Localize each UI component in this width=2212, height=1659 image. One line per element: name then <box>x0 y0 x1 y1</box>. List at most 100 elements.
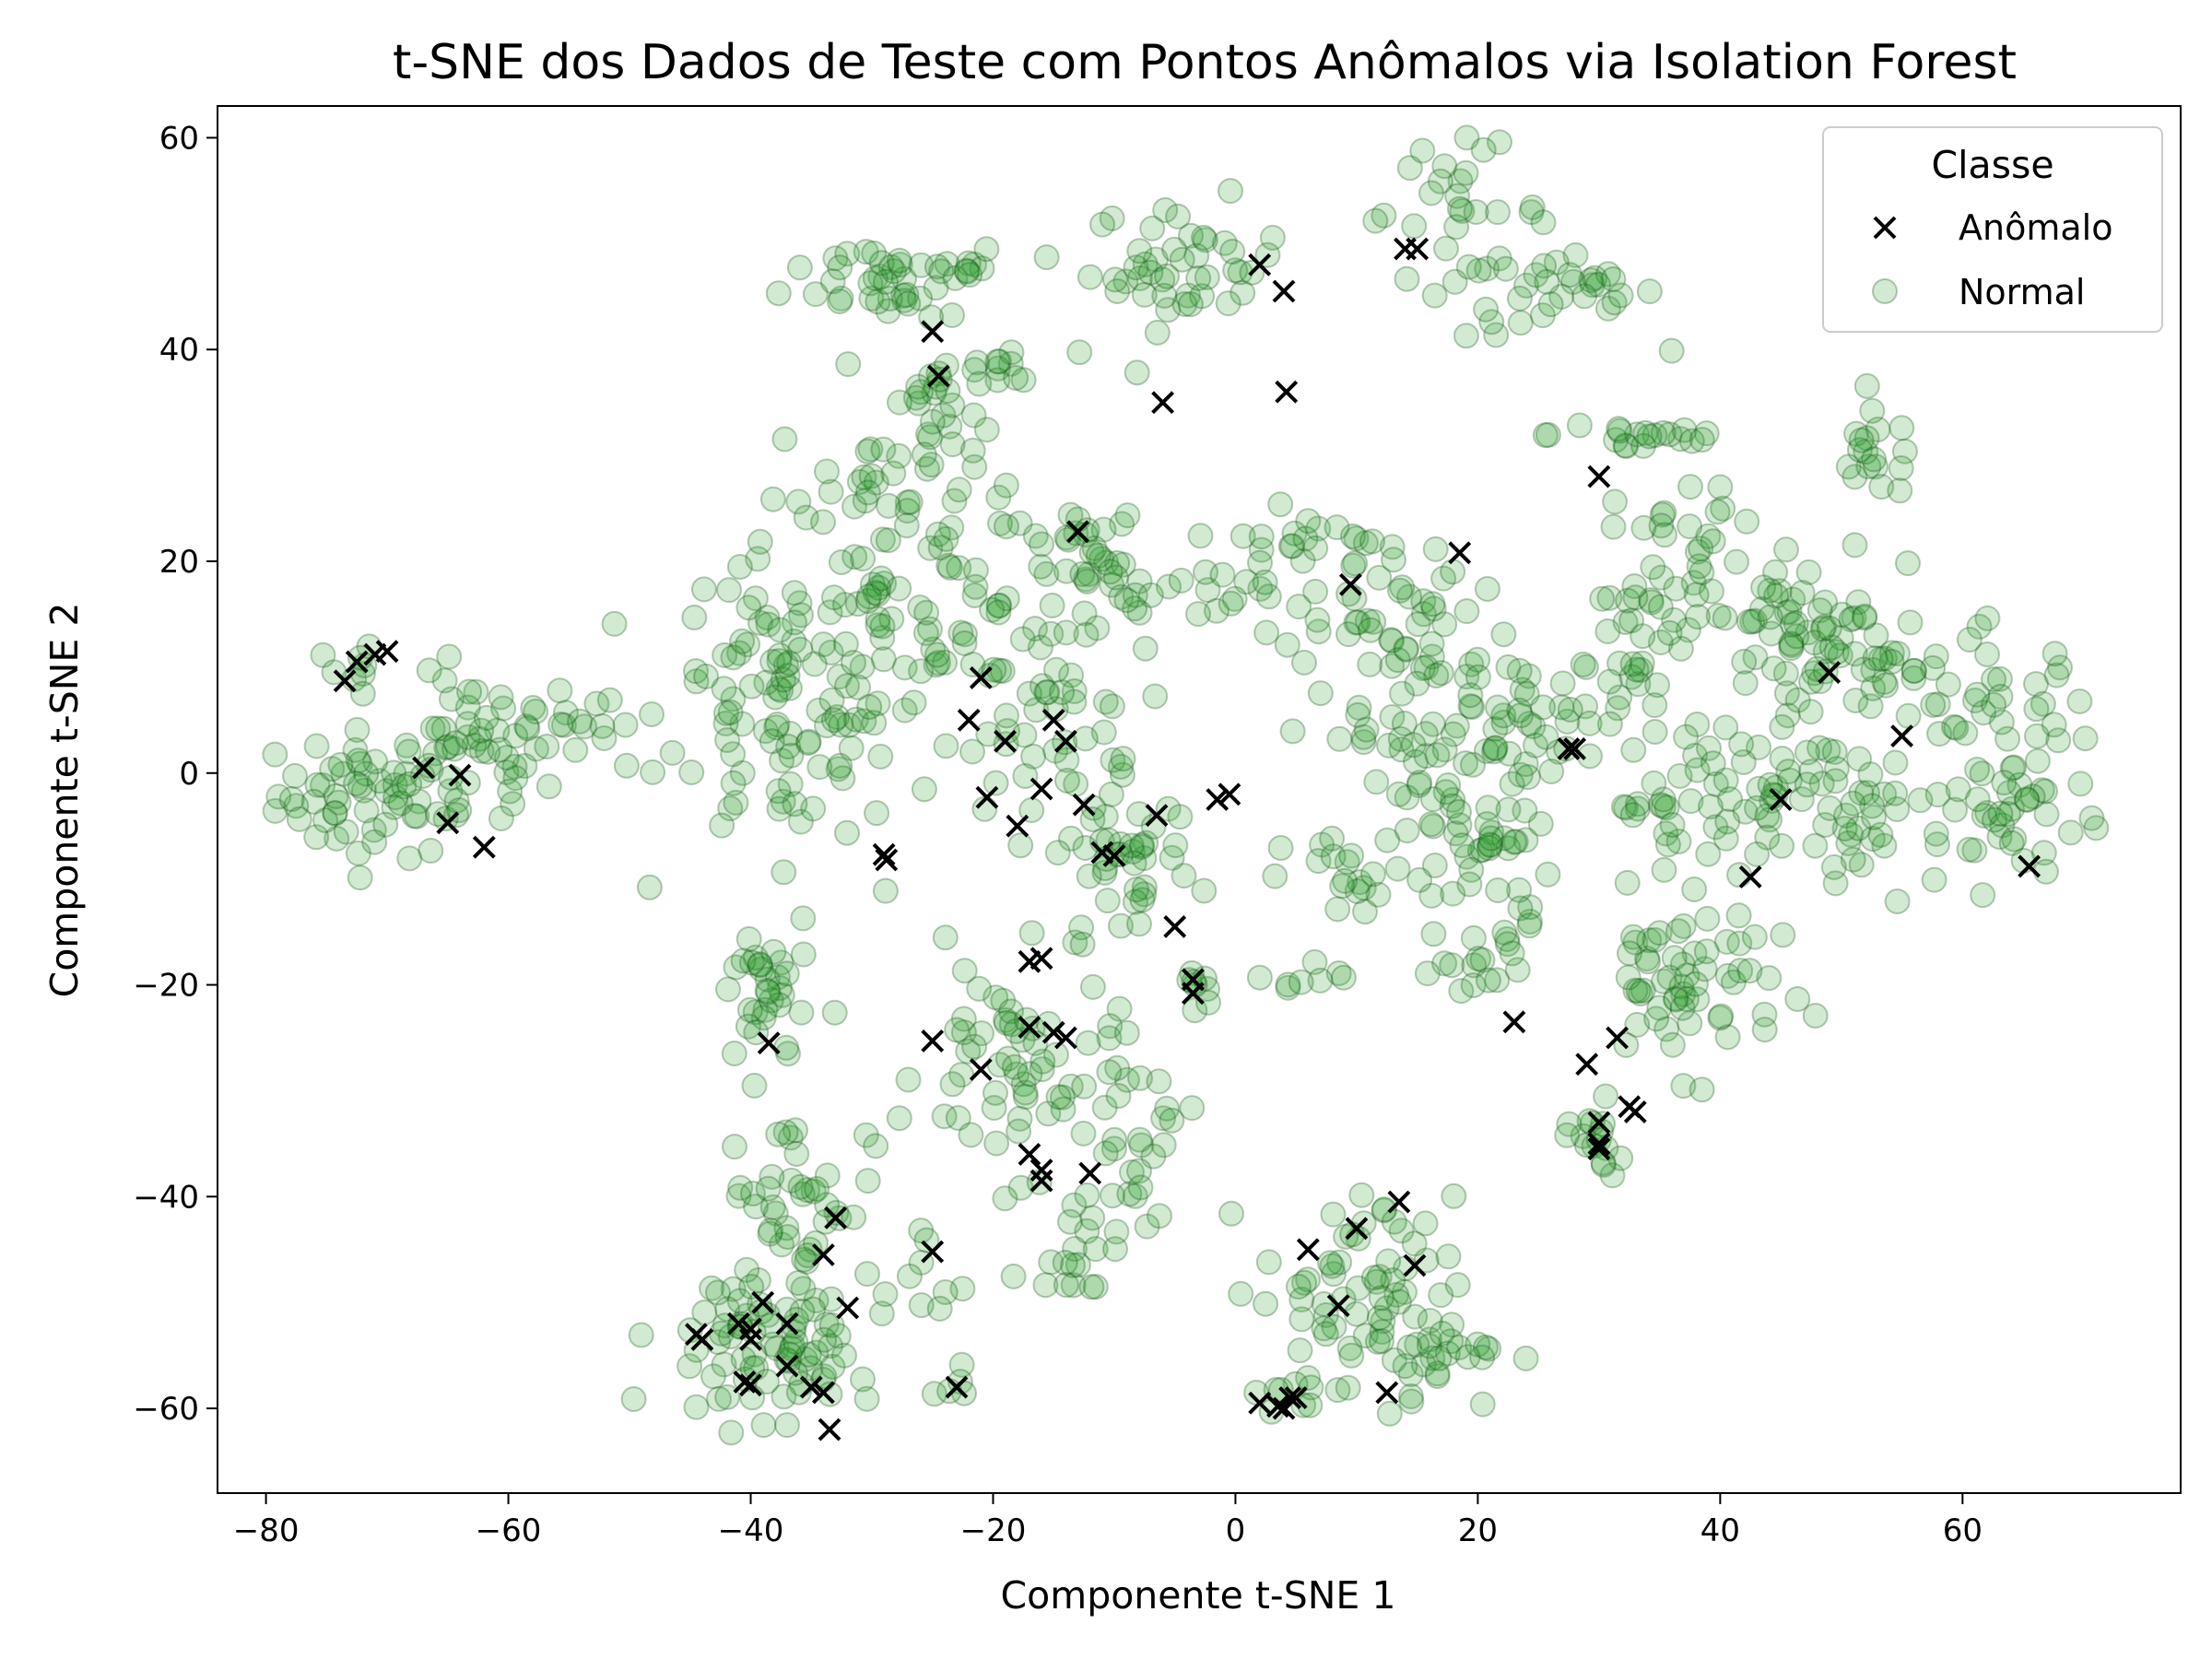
normal-point <box>1783 623 1810 650</box>
normal-point <box>1459 694 1486 721</box>
normal-point <box>891 654 918 681</box>
normal-point <box>1125 801 1152 828</box>
normal-point <box>1151 282 1178 309</box>
normal-point <box>908 1292 935 1319</box>
normal-point <box>774 1224 801 1250</box>
normal-point <box>1794 739 1820 766</box>
normal-point <box>2072 725 2099 752</box>
normal-point <box>1379 628 1406 654</box>
normal-point <box>1096 1059 1123 1086</box>
normal-point <box>1656 421 1683 448</box>
normal-point <box>387 790 414 817</box>
normal-point <box>1072 835 1099 861</box>
normal-point <box>1863 622 1889 649</box>
normal-point <box>769 982 795 1008</box>
normal-point <box>1684 712 1711 737</box>
normal-point <box>865 574 892 601</box>
normal-point <box>924 253 950 280</box>
normal-point <box>1320 843 1347 870</box>
normal-point <box>1654 831 1681 858</box>
normal-point <box>1641 770 1667 796</box>
normal-point <box>1652 522 1677 548</box>
normal-point <box>262 797 288 824</box>
normal-point <box>759 1194 786 1220</box>
normal-point <box>1659 1031 1686 1058</box>
anomaly-point <box>375 640 399 664</box>
normal-point <box>1884 888 1911 914</box>
normal-point <box>1982 806 2007 833</box>
normal-point <box>1233 569 1260 595</box>
normal-point <box>373 778 400 805</box>
normal-point <box>1670 1073 1697 1100</box>
normal-point <box>381 759 407 786</box>
normal-point <box>1065 1252 1091 1278</box>
normal-point <box>983 1130 1010 1157</box>
normal-point <box>1275 974 1301 1001</box>
normal-point <box>345 747 371 774</box>
normal-point <box>1478 309 1505 335</box>
normal-point <box>1994 801 2021 828</box>
normal-point <box>1353 716 1380 743</box>
normal-point <box>834 241 861 267</box>
normal-point <box>1183 242 1210 269</box>
normal-point <box>1397 1383 1424 1409</box>
x-axis-label: Componente t-SNE 1 <box>1001 1573 1396 1618</box>
normal-point <box>416 657 442 684</box>
normal-point <box>1665 829 1692 854</box>
normal-point <box>1417 1326 1442 1353</box>
normal-point <box>1410 588 1437 615</box>
normal-point <box>438 686 465 712</box>
normal-point <box>1191 224 1218 251</box>
normal-point <box>844 591 871 618</box>
normal-point <box>1448 978 1475 1005</box>
normal-point <box>1519 194 1546 220</box>
normal-point <box>865 690 891 717</box>
normal-point <box>1596 668 1623 695</box>
normal-point <box>1683 971 1709 997</box>
normal-point <box>1143 246 1169 273</box>
normal-point <box>1636 278 1663 305</box>
normal-point <box>1647 629 1674 655</box>
normal-point <box>800 1178 827 1205</box>
normal-point <box>717 699 744 725</box>
normal-point <box>639 701 665 727</box>
normal-point <box>1725 902 1752 929</box>
normal-point <box>1458 651 1485 677</box>
normal-point <box>1101 1126 1128 1153</box>
normal-point <box>1570 652 1596 677</box>
normal-point <box>861 240 888 266</box>
legend-normal-marker <box>1872 278 1898 304</box>
normal-point <box>1357 617 1383 643</box>
normal-point <box>869 625 896 651</box>
normal-point <box>1465 1331 1491 1358</box>
normal-point <box>1122 595 1148 622</box>
normal-point <box>1620 736 1647 763</box>
normal-point <box>303 733 330 759</box>
normal-point <box>1335 621 1361 648</box>
normal-point <box>1326 725 1353 752</box>
normal-point <box>1707 1005 1734 1031</box>
normal-point <box>846 468 873 495</box>
anomaly-point <box>1338 572 1362 596</box>
normal-point <box>782 1117 808 1144</box>
normal-point <box>1554 708 1581 735</box>
normal-point <box>1406 866 1433 893</box>
normal-point <box>2019 783 2046 810</box>
normal-point <box>1854 780 1880 806</box>
normal-point <box>1032 1272 1059 1299</box>
normal-point <box>1162 832 1189 859</box>
normal-point <box>1532 422 1559 449</box>
normal-point <box>1131 845 1158 872</box>
normal-point <box>858 285 885 312</box>
normal-point <box>1822 870 1849 897</box>
normal-point <box>958 1122 984 1148</box>
normal-point <box>769 1231 795 1258</box>
normal-point <box>523 735 549 762</box>
normal-point <box>1517 894 1544 921</box>
normal-point <box>1640 554 1666 581</box>
normal-point <box>1841 641 1868 667</box>
normal-point <box>1853 372 1880 399</box>
normal-point <box>1100 1135 1127 1162</box>
normal-point <box>766 992 793 1018</box>
normal-point <box>1554 1122 1581 1148</box>
